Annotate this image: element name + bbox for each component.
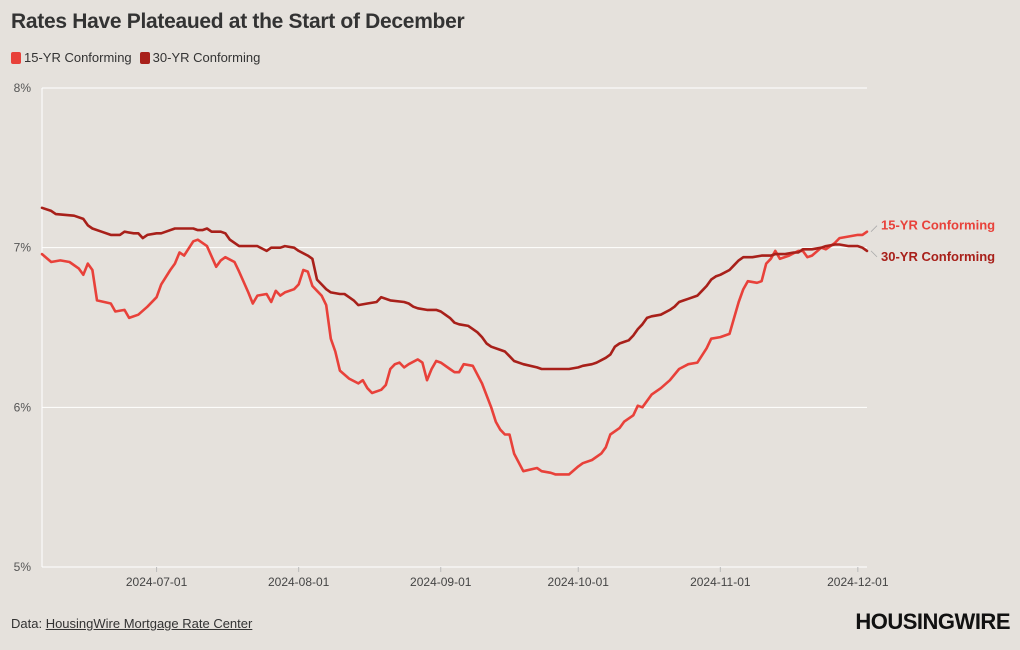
x-tick-label: 2024-11-01 <box>690 575 751 589</box>
footer-source: Data: HousingWire Mortgage Rate Center <box>11 616 252 631</box>
footer-prefix: Data: <box>11 616 46 631</box>
y-tick-label: 8% <box>14 81 32 95</box>
end-label-leader-30yr <box>870 250 878 258</box>
series-line-30yr <box>40 206 869 371</box>
source-link[interactable]: HousingWire Mortgage Rate Center <box>45 616 253 631</box>
end-label-30yr: 30-YR Conforming <box>881 249 995 264</box>
legend-item-15yr[interactable]: 15-YR Conforming <box>11 50 132 65</box>
end-label-15yr: 15-YR Conforming <box>881 218 995 233</box>
x-tick-label: 2024-12-01 <box>827 575 889 589</box>
end-label-leader-15yr <box>870 225 878 232</box>
x-tick-label: 2024-08-01 <box>268 575 330 589</box>
housingwire-logo: HOUSINGWIRE <box>855 609 1010 634</box>
chart-legend: 15-YR Conforming 30-YR Conforming <box>11 50 260 65</box>
y-tick-label: 6% <box>14 400 32 414</box>
legend-swatch-30yr <box>139 51 150 64</box>
x-tick-label: 2024-09-01 <box>410 575 472 589</box>
legend-swatch-15yr <box>11 51 21 64</box>
chart-title: Rates Have Plateaued at the Start of Dec… <box>11 10 465 33</box>
legend-label-15yr: 15-YR Conforming <box>24 50 132 65</box>
x-tick-label: 2024-10-01 <box>548 575 610 589</box>
x-tick-label: 2024-07-01 <box>126 575 188 589</box>
legend-label-30yr: 30-YR Conforming <box>152 50 261 65</box>
series-line-15yr <box>40 230 869 476</box>
legend-item-30yr[interactable]: 30-YR Conforming <box>139 50 261 65</box>
y-tick-label: 7% <box>14 241 32 255</box>
y-tick-label: 5% <box>14 560 32 574</box>
